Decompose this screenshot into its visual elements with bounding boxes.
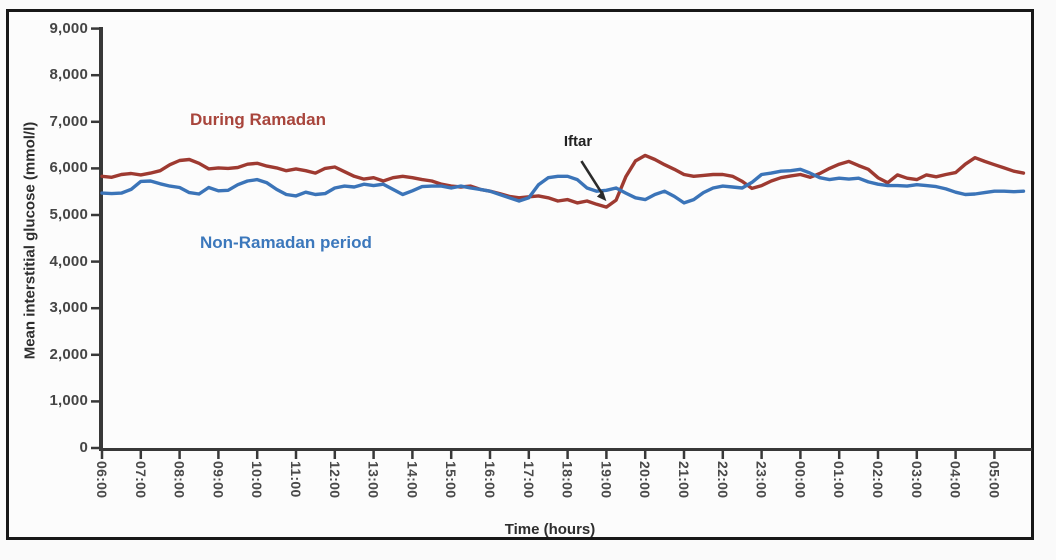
chart-frame-border: [6, 9, 1034, 540]
y-tick-label: 3,000: [49, 299, 88, 317]
y-tick-label: 2,000: [49, 345, 88, 363]
non-ramadan-series-line: [100, 167, 1026, 205]
x-tick-label: 05:00: [986, 461, 1003, 499]
x-tick-label: 06:00: [94, 461, 110, 499]
y-tick-label: 4,000: [49, 252, 88, 270]
iftar-annotation-label: Iftar: [563, 133, 593, 150]
x-tick-label: 08:00: [171, 461, 188, 499]
iftar-arrow-shaft: [580, 160, 604, 195]
x-tick-label: 00:00: [792, 461, 809, 499]
x-tick-label: 18:00: [559, 461, 576, 499]
iftar-arrow-head: [596, 190, 607, 202]
x-tick-label: 03:00: [908, 461, 925, 499]
x-tick-label: 12:00: [326, 461, 343, 499]
y-tick-label: 6,000: [49, 159, 88, 177]
x-tick-label: 01:00: [831, 461, 848, 499]
y-tick-label: 7,000: [49, 112, 88, 130]
y-tick-label: 9,000: [49, 19, 88, 37]
x-tick-label: 23:00: [753, 461, 770, 499]
series-label-non-ramadan: Non-Ramadan period: [200, 233, 372, 252]
x-tick-label: 07:00: [132, 461, 149, 499]
x-tick-label: 04:00: [947, 461, 964, 499]
series-label-during-ramadan: During Ramadan: [190, 110, 327, 129]
y-tick-label: 5,000: [49, 206, 88, 223]
x-tick-label: 09:00: [210, 461, 227, 499]
y-tick-label: 1,000: [49, 392, 88, 410]
x-tick-label: 13:00: [365, 461, 382, 499]
x-tick-label: 11:00: [288, 461, 304, 498]
y-tick-label: 8,000: [49, 66, 88, 84]
x-tick-label: 19:00: [598, 461, 615, 499]
x-tick-label: 15:00: [443, 461, 460, 499]
x-axis-title: Time (hours): [504, 521, 596, 538]
y-tick-label: 0: [79, 439, 88, 456]
x-tick-label: 02:00: [870, 461, 886, 499]
x-tick-label: 20:00: [637, 461, 654, 499]
x-tick-label: 16:00: [482, 461, 498, 499]
x-tick-label: 17:00: [520, 461, 537, 499]
x-tick-label: 14:00: [404, 461, 421, 499]
x-tick-label: 10:00: [249, 461, 266, 499]
x-tick-label: 21:00: [676, 461, 692, 499]
ramadan-series-line: [100, 153, 1026, 209]
x-tick-label: 22:00: [714, 461, 731, 499]
